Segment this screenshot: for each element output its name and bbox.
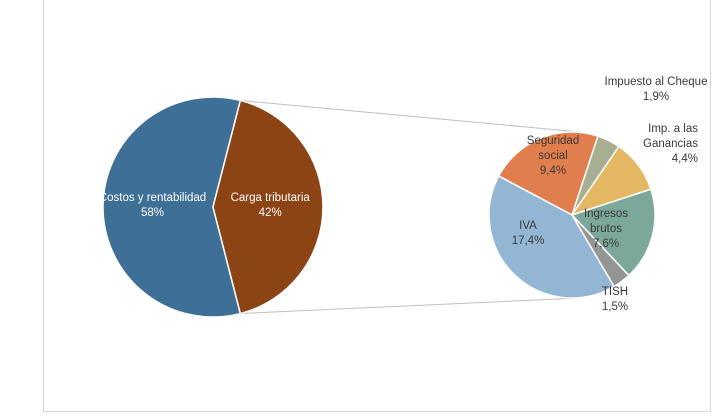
data-labels: Costos y rentabilidad 58% Carga tributaria… (99, 76, 708, 313)
secondary-label-tish: TISH 1,5% (602, 286, 628, 313)
main-label-costos-y-rentabilidad: Costos y rentabilidad 58% (99, 192, 206, 219)
connector-lines (240, 99, 581, 315)
main-slice-costos-y-rentabilidad (102, 96, 242, 318)
secondary-label-iva: IVA 17,4% (512, 220, 545, 247)
secondary-slice-seguridad-social (497, 131, 599, 217)
pie-of-pie-chart: Costos y rentabilidad 58% Carga tributaria… (99, 76, 708, 318)
secondary-slice-iva (488, 175, 616, 299)
secondary-slice-ingresos-brutos (570, 188, 656, 277)
main-slice-carga-tributaria (212, 99, 324, 315)
chart-area: Costos y rentabilidad 58% Carga tributaria… (43, 0, 711, 412)
connector-line-top (240, 99, 581, 133)
secondary-label-impuesto-al-cheque: Impuesto al Cheque 1,9% (605, 76, 708, 103)
main-label-carga-tributaria: Carga tributaria 42% (231, 192, 311, 219)
connector-line-bottom (240, 297, 581, 315)
secondary-label-imp-a-las-ganancias: Imp. a las Ganancias 4,4% (643, 123, 698, 165)
main-pie (102, 96, 324, 318)
secondary-label-seguridad-social: Seguridad social 9,4% (527, 135, 579, 177)
secondary-label-ingresos-brutos: Ingresos brutos 7,6% (584, 208, 628, 250)
secondary-pie (488, 131, 656, 299)
